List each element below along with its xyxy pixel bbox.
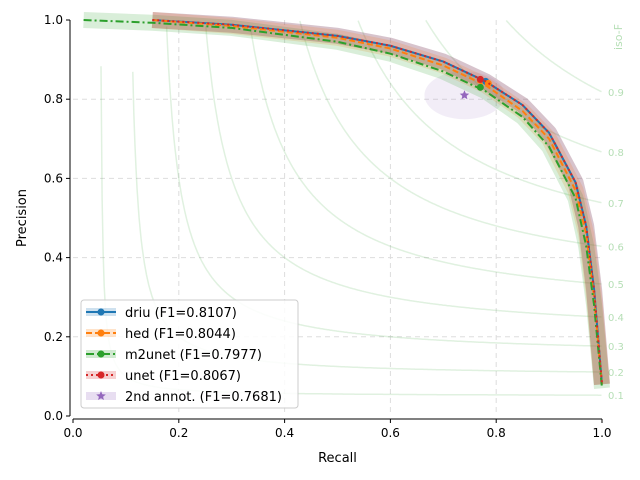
y-tick-label: 0.2 [44, 330, 63, 344]
iso-f-label: 0.7 [608, 199, 624, 210]
iso-f-label: 0.3 [608, 342, 624, 353]
legend-marker [97, 350, 105, 358]
x-tick-label: 1.0 [592, 426, 611, 440]
y-tick-label: 0.8 [44, 92, 63, 106]
iso-f-label: 0.4 [608, 313, 624, 324]
x-axis-label: Recall [318, 451, 357, 466]
iso-f-curve [249, 25, 602, 285]
legend-marker [97, 329, 105, 337]
legend-marker [97, 371, 105, 379]
iso-f-curve [299, 20, 602, 247]
iso-f-label: 0.6 [608, 242, 624, 253]
legend-label: driu (F1=0.8107) [125, 306, 237, 321]
iso-f-label: 0.2 [608, 368, 624, 379]
iso-f-curve [357, 20, 602, 204]
iso-f-label: 0.8 [608, 148, 624, 159]
legend-box [80, 299, 299, 409]
legend: driu (F1=0.8107) hed (F1=0.8044) m2unet (F… [80, 299, 299, 409]
operating-point [484, 79, 492, 87]
y-axis-label: Precision [15, 189, 30, 247]
legend-label: m2unet (F1=0.7977) [125, 348, 262, 363]
y-tick-label: 1.0 [44, 13, 63, 27]
x-tick-label: 0.8 [487, 426, 506, 440]
iso-f-title: iso-F [612, 24, 625, 50]
x-tick-label: 0.6 [381, 426, 400, 440]
star-marker [459, 90, 470, 100]
legend-label: hed (F1=0.8044) [125, 327, 236, 342]
legend-label: unet (F1=0.8067) [125, 369, 241, 384]
operating-point [476, 75, 484, 83]
series-line [83, 19, 603, 389]
legend-marker [97, 308, 105, 316]
series-line [152, 19, 603, 385]
iso-f-curve [425, 19, 602, 153]
iso-f-curve [205, 26, 602, 318]
series-line [152, 19, 603, 385]
x-tick-label: 0.0 [63, 426, 82, 440]
iso-f-curve [505, 20, 602, 93]
iso-f-label: 0.1 [608, 391, 624, 402]
legend-star-marker [96, 391, 106, 400]
operating-point [476, 83, 484, 91]
iso-f-label: 0.9 [608, 88, 624, 99]
y-tick-label: 0.4 [44, 251, 63, 265]
x-tick-label: 0.2 [169, 426, 188, 440]
x-tick-label: 0.4 [275, 426, 294, 440]
y-tick-label: 0.0 [44, 409, 63, 423]
iso-f-label: 0.5 [608, 280, 624, 291]
legend-label: 2nd annot. (F1=0.7681) [125, 390, 282, 405]
y-tick-label: 0.6 [44, 171, 63, 185]
